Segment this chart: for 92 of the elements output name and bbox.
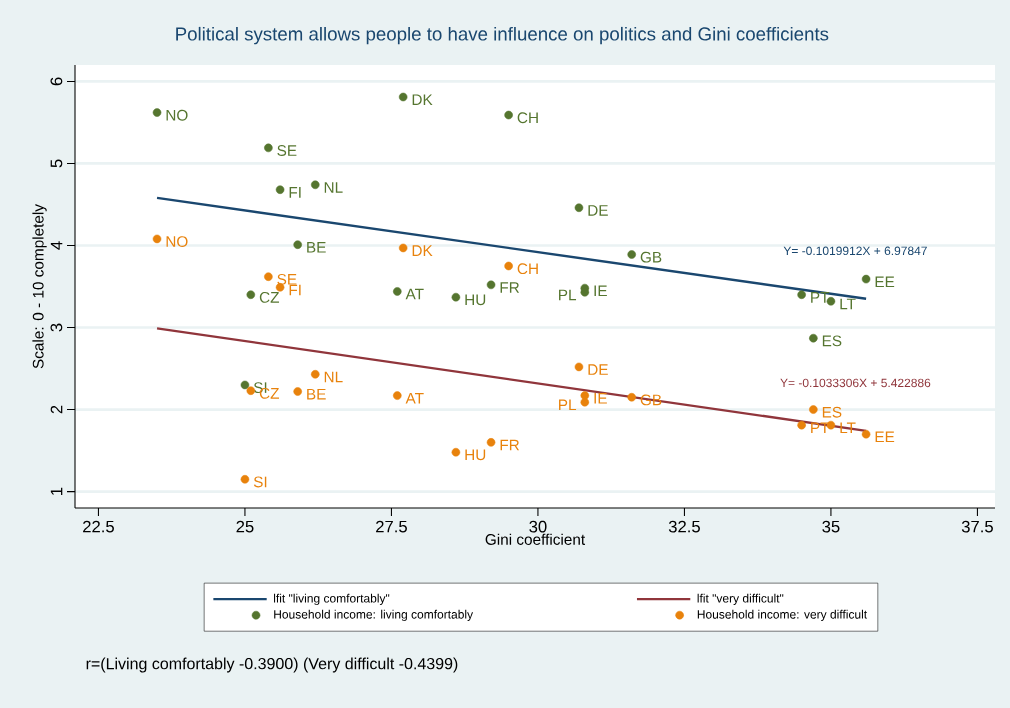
point bbox=[580, 397, 590, 407]
point bbox=[310, 370, 320, 379]
data-label: PL bbox=[559, 289, 577, 301]
point bbox=[393, 287, 402, 296]
data-label: BE bbox=[307, 242, 326, 253]
y-axis-title: Scale: 0 - 10 completely bbox=[32, 204, 47, 369]
point bbox=[809, 333, 818, 343]
annotation: Y= -0.1019912X + 6.97847 bbox=[783, 246, 927, 256]
x-axis-title: Gini coefficient bbox=[485, 533, 586, 545]
data-label: ES bbox=[822, 335, 842, 347]
point bbox=[398, 92, 408, 102]
data-label: GB bbox=[640, 251, 662, 263]
data-label: HU bbox=[465, 449, 486, 461]
point bbox=[264, 143, 273, 153]
data-label: SI bbox=[253, 476, 267, 488]
y-tick-label: 4 bbox=[50, 241, 63, 250]
point bbox=[240, 475, 250, 484]
point bbox=[504, 261, 513, 271]
data-label: LT bbox=[840, 298, 856, 310]
data-label: CH bbox=[517, 263, 538, 275]
x-tick-label: 37.5 bbox=[961, 520, 993, 533]
data-label: FI bbox=[289, 284, 301, 296]
point bbox=[246, 290, 256, 299]
point bbox=[152, 234, 162, 244]
data-label: IE bbox=[594, 393, 607, 404]
data-label: PT bbox=[811, 292, 830, 303]
point bbox=[293, 387, 302, 396]
point bbox=[574, 362, 584, 372]
data-label: CZ bbox=[259, 291, 280, 303]
point bbox=[809, 405, 818, 414]
y-tick-label: 3 bbox=[50, 323, 63, 332]
legend-label: Household income: very difficult bbox=[697, 609, 868, 622]
x-tick-label: 30 bbox=[529, 520, 547, 533]
data-label: IE bbox=[594, 285, 607, 297]
x-tick-label: 25 bbox=[236, 520, 254, 533]
point bbox=[275, 185, 285, 194]
point bbox=[393, 391, 402, 400]
point bbox=[861, 429, 871, 439]
legend-label: lfit "very difficult" bbox=[697, 593, 784, 605]
data-label: AT bbox=[405, 393, 424, 404]
point bbox=[486, 280, 496, 290]
data-label: EE bbox=[875, 431, 895, 443]
data-label: HU bbox=[465, 294, 486, 306]
point bbox=[627, 392, 636, 402]
data-label: FR bbox=[500, 439, 520, 451]
data-label: NL bbox=[324, 182, 343, 193]
data-label: CH bbox=[517, 112, 538, 124]
point bbox=[451, 447, 461, 457]
x-tick-label: 35 bbox=[822, 520, 840, 533]
legend-label: Household income: living comfortably bbox=[274, 609, 474, 622]
point bbox=[398, 243, 408, 253]
x-tick-label: 27.5 bbox=[376, 520, 407, 533]
data-label: FI bbox=[289, 187, 301, 198]
data-label: DK bbox=[412, 94, 433, 105]
point bbox=[486, 438, 496, 447]
data-label: PL bbox=[559, 399, 577, 411]
point bbox=[152, 108, 162, 117]
point bbox=[504, 110, 513, 120]
point bbox=[797, 290, 806, 299]
data-label: DK bbox=[412, 245, 433, 256]
y-tick-label: 5 bbox=[50, 159, 63, 168]
text: r=(Living comfortably -0.3900) (Very difficult -0.4399) bbox=[86, 657, 458, 673]
data-label: ES bbox=[822, 406, 842, 418]
point bbox=[293, 240, 302, 249]
point bbox=[240, 380, 250, 390]
point bbox=[627, 250, 636, 259]
y-tick-label: 2 bbox=[50, 405, 63, 414]
y-tick-label: 1 bbox=[50, 487, 63, 495]
data-label: SE bbox=[277, 145, 297, 156]
data-label: DE bbox=[588, 205, 608, 216]
data-label: BE bbox=[307, 388, 326, 400]
point bbox=[264, 272, 273, 281]
x-tick-label: 32.5 bbox=[668, 520, 700, 533]
point bbox=[861, 274, 871, 284]
data-label: EE bbox=[875, 276, 895, 288]
y-tick-label: 6 bbox=[50, 77, 63, 86]
point bbox=[797, 420, 806, 430]
data-label: NO bbox=[166, 109, 188, 121]
legend-label: lfit "living comfortably" bbox=[274, 593, 390, 605]
data-label: NL bbox=[324, 371, 343, 383]
point bbox=[451, 292, 461, 302]
data-label: AT bbox=[405, 288, 424, 300]
data-label: DE bbox=[588, 364, 608, 375]
point bbox=[574, 203, 584, 213]
data-label: PT bbox=[811, 422, 830, 434]
x-tick-label: 22.5 bbox=[83, 520, 114, 533]
data-label: FR bbox=[500, 282, 520, 293]
chart-title: Political system allows people to have influence on politics and Gini coefficients bbox=[176, 26, 829, 45]
data-label: NO bbox=[166, 236, 188, 248]
annotation: Y= -0.1033306X + 5.422886 bbox=[780, 378, 931, 388]
data-label: SE bbox=[277, 273, 297, 285]
point bbox=[310, 180, 320, 190]
